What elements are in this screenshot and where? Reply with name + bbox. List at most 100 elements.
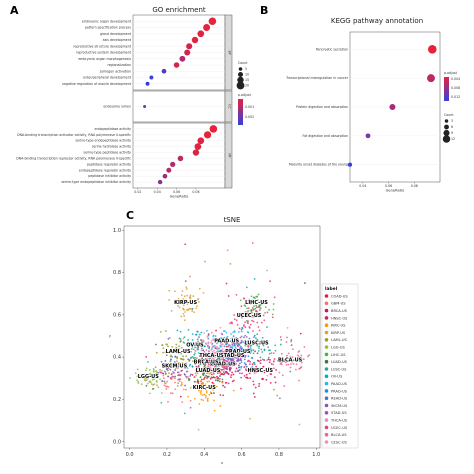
y-axis-label: y (109, 334, 112, 338)
tsne-point (206, 376, 209, 379)
tsne-point (194, 356, 197, 359)
tsne-point (250, 344, 253, 347)
tsne-point (228, 367, 231, 370)
tsne-point (200, 383, 203, 386)
count-legend-dot (237, 76, 244, 84)
tsne-point (169, 351, 172, 354)
tsne-point (208, 369, 211, 372)
tsne-point (242, 297, 245, 300)
x-tick-label: 0.08 (411, 184, 418, 188)
go-point (143, 104, 147, 109)
tsne-point (134, 372, 137, 375)
tsne-point (225, 362, 227, 365)
tsne-point (250, 295, 253, 298)
tsne-point (220, 369, 223, 371)
tsne-point (256, 333, 259, 336)
tsne-point (253, 278, 256, 280)
tsne-point (225, 371, 228, 374)
tsne-point (183, 412, 186, 415)
tsne-point (260, 348, 263, 351)
y-tick-label: 0.2 (113, 397, 121, 403)
tsne-point (184, 243, 187, 246)
tsne-point (193, 352, 196, 355)
facet-strip-label: BP (228, 50, 232, 54)
tsne-point (254, 367, 257, 370)
tsne-point (168, 337, 171, 339)
tsne-point (257, 350, 260, 352)
tsne-point (249, 363, 251, 366)
tsne-point (185, 299, 187, 302)
count-legend-label: 20 (245, 84, 249, 88)
tsne-point (174, 367, 177, 370)
tsne-point (184, 280, 187, 282)
tsne-point (159, 368, 161, 371)
tsne-point (170, 354, 173, 357)
tsne-point (213, 392, 215, 394)
tsne-point (189, 406, 192, 409)
tsne-point (197, 345, 200, 348)
tsne-point (251, 319, 254, 322)
tsne-point (165, 388, 168, 390)
tsne-point (272, 352, 275, 355)
tsne-point (223, 351, 225, 354)
term-label: regionalization (107, 63, 131, 67)
tsne-point (191, 307, 194, 310)
tsne-point (191, 339, 194, 341)
tsne-point (197, 369, 200, 372)
plot-frame (123, 225, 321, 449)
tsne-point (202, 381, 205, 384)
tsne-point (175, 343, 178, 346)
tsne-point (206, 335, 209, 338)
tsne-point (244, 321, 246, 324)
tsne-point (175, 347, 178, 349)
legend-swatch (324, 323, 329, 328)
tsne-point (241, 313, 244, 316)
tsne-point (208, 380, 210, 383)
cluster-annotation: LGG-US (138, 374, 160, 380)
tsne-point (235, 340, 238, 343)
tsne-point (220, 363, 223, 366)
tsne-point (195, 374, 198, 377)
tsne-point (206, 355, 209, 358)
count-legend-label: 5 (245, 67, 247, 71)
tsne-point (216, 377, 219, 380)
tsne-point (154, 373, 156, 376)
tsne-point (257, 293, 260, 296)
tsne-point (190, 348, 193, 350)
tsne-point (210, 349, 213, 351)
tsne-point (217, 350, 220, 353)
tsne-point (187, 358, 190, 361)
tsne-point (199, 391, 202, 394)
legend-label: LAML-US (331, 338, 348, 342)
tsne-point (258, 343, 261, 345)
term-label: Maturity onset diabetes of the young (289, 163, 348, 167)
tsne-point (267, 356, 270, 359)
tsne-point (199, 355, 201, 357)
tsne-point (252, 302, 255, 305)
tsne-point (245, 365, 248, 368)
tsne-point (297, 351, 300, 353)
tsne-point (219, 405, 222, 407)
tsne-point (194, 349, 197, 352)
tsne-point (246, 350, 248, 353)
tsne-point (249, 350, 252, 353)
tsne-point (253, 336, 255, 339)
tsne-point (247, 345, 250, 347)
tsne-point (182, 304, 185, 307)
tsne-point (189, 307, 192, 310)
tsne-point (222, 384, 224, 387)
tsne-point (147, 376, 150, 379)
tsne-point (220, 373, 223, 375)
tsne-point (223, 345, 226, 348)
tsne-point (199, 359, 202, 362)
tsne-point (219, 349, 222, 352)
tsne-point (264, 340, 267, 342)
tsne-point (209, 341, 212, 344)
tsne-point (181, 290, 184, 293)
tsne-point (253, 305, 255, 308)
tsne-point (227, 354, 230, 357)
tsne-point (197, 389, 200, 392)
tsne-point (203, 366, 206, 369)
tsne-point (145, 369, 147, 372)
tsne-point (233, 344, 236, 347)
